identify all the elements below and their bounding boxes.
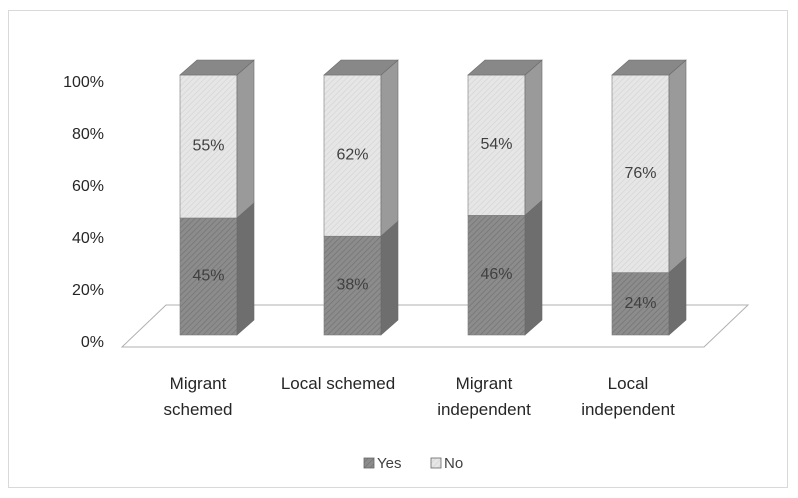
data-label: 55% [192, 138, 224, 155]
bar-segment-no: 55% [179, 59, 255, 219]
data-label: 62% [336, 147, 368, 164]
y-tick-label: 100% [63, 74, 104, 91]
y-tick-label: 20% [72, 282, 104, 299]
data-label: 76% [624, 165, 656, 182]
legend-item-yes: Yes [363, 455, 401, 472]
bar-front [323, 74, 382, 237]
legend-item-no: No [430, 455, 463, 472]
category-label: Local schemed [281, 374, 395, 393]
data-label: 46% [480, 266, 512, 283]
bar-side [236, 202, 255, 336]
bar-side [524, 59, 543, 217]
y-axis-ticks: 0% 20% 40% 60% 80% 100% [63, 74, 104, 351]
chart-floor [120, 304, 750, 348]
legend-label: Yes [377, 455, 401, 472]
x-axis-categories: Migrant schemed Local schemed Migrant indepe… [164, 374, 676, 419]
legend-swatch [430, 457, 442, 469]
bar-top [179, 59, 255, 76]
category-label: Migrant schemed [164, 374, 233, 419]
y-tick-label: 0% [81, 334, 104, 351]
bar-side [380, 59, 399, 237]
floor-plane [120, 304, 750, 348]
bar-side [668, 59, 687, 274]
data-label: 38% [336, 277, 368, 294]
bars: 45% 55% 38% 62% 46% 54% 24% 76% [179, 59, 687, 336]
bar-side [236, 59, 255, 219]
data-label: 54% [480, 136, 512, 153]
y-tick-label: 40% [72, 230, 104, 247]
category-label: Local independent [581, 374, 675, 419]
category-label: Migrant independent [437, 374, 531, 419]
bar-front [179, 217, 238, 336]
bar-front [467, 215, 526, 336]
bar-front [611, 74, 670, 273]
legend-swatch [363, 457, 375, 469]
data-label: 45% [192, 268, 224, 285]
bar-segment-yes: 24% [611, 256, 687, 336]
data-label: 24% [624, 295, 656, 312]
bar-segment-no: 62% [323, 59, 399, 237]
bar-segment-yes: 45% [179, 202, 255, 336]
y-tick-label: 80% [72, 126, 104, 143]
bar-segment-no: 54% [467, 59, 543, 217]
bar-side [524, 199, 543, 336]
bar-segment-yes: 38% [323, 220, 399, 336]
bar-segment-no: 76% [611, 59, 687, 274]
legend: Yes No [363, 455, 463, 472]
bar-top [611, 59, 687, 76]
bar-top [323, 59, 399, 76]
bar-segment-yes: 46% [467, 199, 543, 336]
bar-front [179, 74, 238, 219]
bar-side [380, 220, 399, 336]
legend-label: No [444, 455, 463, 472]
bar-top [467, 59, 543, 76]
y-tick-label: 60% [72, 178, 104, 195]
